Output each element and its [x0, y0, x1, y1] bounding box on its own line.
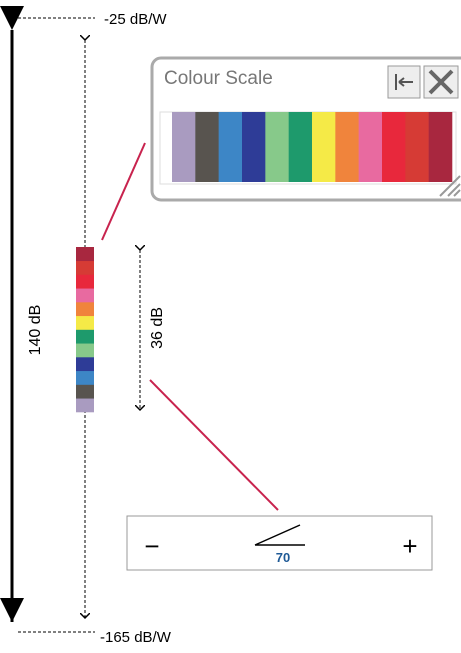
swatch	[358, 112, 383, 182]
close-button[interactable]	[423, 65, 459, 99]
swatch	[265, 112, 289, 182]
swatch	[288, 112, 313, 182]
swatch	[405, 112, 429, 182]
swatch	[312, 112, 336, 182]
minus-button[interactable]: −	[144, 531, 159, 561]
swatch	[76, 329, 94, 344]
swatch	[76, 357, 94, 372]
top-label: -25 dB/W	[104, 11, 167, 28]
swatch	[195, 112, 219, 182]
swatch	[76, 398, 94, 413]
swatch	[428, 112, 453, 182]
bottom-label: -165 dB/W	[100, 629, 172, 646]
range-label: 140 dB	[27, 305, 44, 356]
swatch	[382, 112, 406, 182]
slider-value: 70	[276, 550, 290, 565]
swatch	[76, 315, 94, 330]
swatch	[76, 274, 94, 289]
swatch	[242, 112, 266, 182]
swatch	[76, 247, 94, 262]
window-label: 36 dB	[149, 307, 166, 349]
swatches	[172, 112, 453, 182]
gain-icon	[254, 524, 305, 546]
swatch	[335, 112, 359, 182]
panel-title: Colour Scale	[164, 68, 273, 89]
swatch	[76, 302, 94, 317]
slider-box	[126, 515, 433, 571]
swatch	[76, 343, 94, 358]
swatch	[172, 112, 196, 182]
swatch	[76, 288, 94, 303]
callout-line	[149, 379, 279, 511]
swatch	[76, 260, 94, 275]
swatch	[76, 370, 94, 385]
colour-bar	[76, 247, 94, 413]
swatch	[76, 384, 94, 399]
swatch	[218, 112, 243, 182]
callout-line	[101, 142, 146, 241]
plus-button[interactable]: +	[402, 531, 417, 561]
